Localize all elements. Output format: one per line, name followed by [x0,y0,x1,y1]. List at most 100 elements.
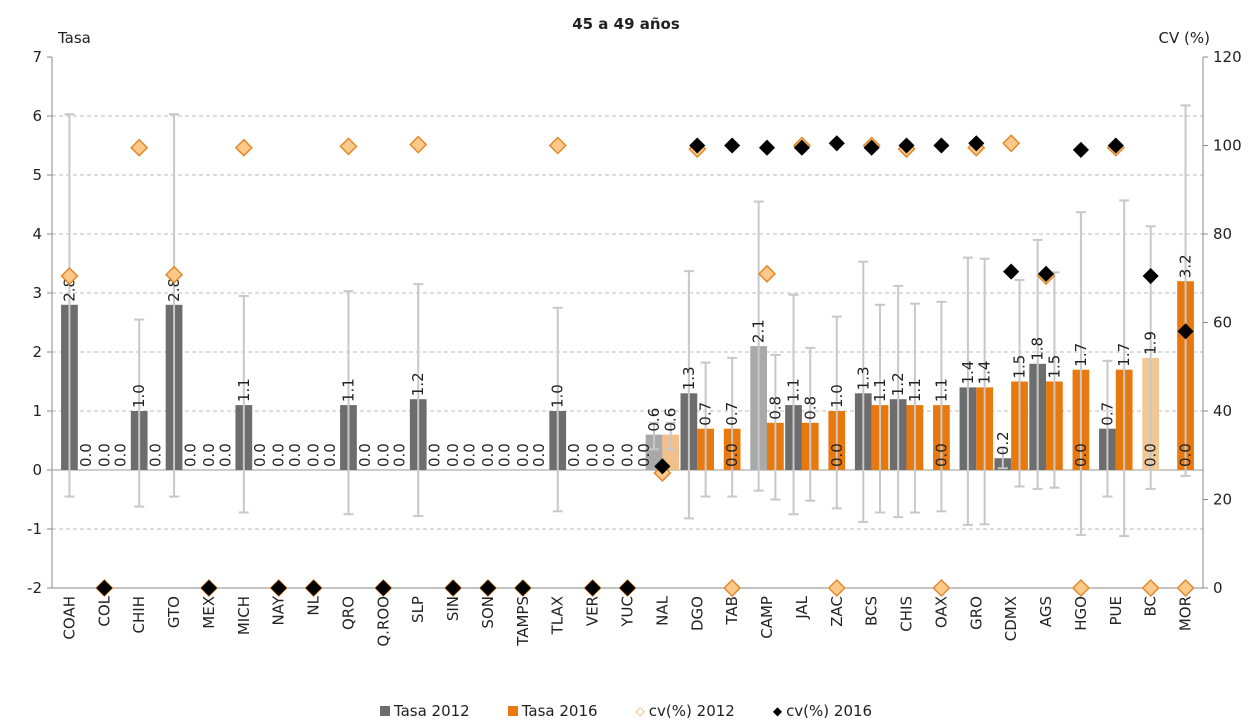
right-tick-label: 80 [1213,225,1232,243]
legend-swatch-cv-2012: ◇ [635,704,645,718]
data-label-2012: 0.0 [1142,443,1160,467]
x-tick-label: BCS [863,596,881,626]
marker-cv-2016 [793,139,810,156]
right-tick-label: 100 [1213,137,1242,155]
left-tick-label: 4 [32,225,42,243]
right-tick-label: 120 [1213,48,1242,66]
marker-cv-2016 [968,135,985,152]
marker-cv-2016 [619,579,636,597]
marker-cv-2016 [305,579,322,597]
data-label-2016: 0.0 [147,443,165,467]
marker-cv-2012 [165,265,184,284]
data-label-2016: 0.0 [495,443,513,467]
marker-cv-2016 [1037,265,1055,282]
data-label-2016: 0.0 [216,443,234,467]
legend: Tasa 2012 Tasa 2016 ◇ cv(%) 2012 ◆ cv(%)… [0,698,1252,724]
marker-cv-2016 [689,137,706,154]
data-label-2016: 0.8 [801,396,819,420]
data-label-2012: 0.0 [723,443,741,467]
data-label-2012: 1.2 [409,372,427,396]
marker-cv-2016 [479,579,497,597]
marker-cv-2012 [234,138,253,157]
right-tick-label: 60 [1213,314,1232,332]
bar-tasa-2016 [662,434,680,470]
x-tick-label: COL [95,595,113,626]
marker-cv-2016 [758,139,776,156]
data-label-2016: 0.0 [77,443,95,467]
legend-label-tasa-2012: Tasa 2012 [393,702,470,720]
legend-label-cv-2016: cv(%) 2016 [786,702,873,720]
x-tick-label: ZAC [828,596,846,627]
legend-item-cv-2016: ◆ cv(%) 2016 [773,702,872,720]
data-label-2016: 1.7 [1072,343,1090,367]
data-label-2016: 0.7 [697,402,715,426]
marker-cv-2016 [1072,141,1089,158]
marker-cv-2012 [1071,578,1090,598]
data-label-2012: 1.1 [235,378,253,402]
data-label-2012: 0.0 [584,443,602,467]
data-label-2012: 1.0 [549,384,567,408]
marker-cv-2016 [584,579,601,597]
data-label-2016: 1.0 [828,384,846,408]
x-tick-label: OAX [932,596,950,628]
data-label-2016: 1.7 [1115,343,1133,367]
data-label-2012: 1.8 [1029,337,1047,361]
data-label-2016: 0.0 [460,443,478,467]
marker-cv-2012 [827,578,846,598]
x-tick-label: NAY [270,595,288,625]
right-tick-label: 40 [1213,402,1232,420]
marker-cv-2016 [96,579,113,597]
x-tick-label: CHIH [130,596,148,633]
data-label-2012: 2.1 [750,319,768,343]
data-label-2012: 0.0 [1072,443,1090,467]
marker-cv-2016 [1107,137,1124,154]
x-tick-label: TAMPS [514,596,532,647]
left-tick-label: -2 [27,579,42,597]
legend-item-tasa-2016: Tasa 2016 [507,702,598,720]
data-label-2016: 1.9 [1142,331,1160,355]
marker-cv-2012 [60,266,79,286]
x-tick-label: NL [305,595,323,615]
data-label-2016: 0.0 [426,443,444,467]
axes: -2 -1 0 1 2 3 4 5 6 7 0 20 40 60 80 100 120 COAH COL CHIH GT… [27,48,1242,647]
cv-markers [60,134,1195,598]
marker-cv-2012 [1141,578,1160,598]
marker-cv-2016 [1177,323,1194,340]
x-tick-label: GTO [165,596,183,628]
marker-cv-2016 [898,137,915,154]
x-tick-label: MICH [235,596,253,635]
error-bars [64,104,1191,538]
left-tick-label: 6 [32,107,42,125]
x-tick-label: YUC [619,596,637,628]
chart-title: 45 a 49 años [572,15,680,33]
data-label-2016: 3.2 [1177,254,1195,278]
data-label-2012: 1.2 [889,372,907,396]
data-label-2012: 1.3 [854,366,872,390]
marker-cv-2012 [723,578,742,598]
marker-cv-2016 [445,579,462,597]
marker-cv-2012 [932,578,951,598]
legend-swatch-cv-2016: ◆ [772,704,783,718]
data-label-2016: 0.7 [723,402,741,426]
data-label-2012: 0.7 [1098,402,1116,426]
marker-cv-2016 [514,579,531,597]
data-label-2012: 0.2 [994,431,1012,455]
legend-label-cv-2012: cv(%) 2012 [648,702,735,720]
data-label-2016: 1.4 [976,361,994,385]
left-tick-label: 0 [32,461,42,479]
x-tick-label: SON [479,596,497,629]
data-label-2012: 0.0 [200,443,218,467]
marker-cv-2016 [270,579,287,597]
marker-cv-2016 [375,579,392,597]
x-tick-label: SIN [444,596,462,621]
left-tick-label: -1 [27,520,42,538]
x-tick-label: PUE [1107,596,1125,626]
x-tick-label: CDMX [1002,596,1020,641]
x-tick-label: MOR [1177,596,1195,631]
legend-swatch-tasa-2016 [507,706,518,716]
marker-cv-2016 [1003,263,1020,280]
x-tick-label: BC [1142,596,1160,617]
data-label-2012: 0.6 [645,408,663,432]
data-label-2012: 0.0 [932,443,950,467]
data-label-2016: 1.5 [1011,355,1029,379]
